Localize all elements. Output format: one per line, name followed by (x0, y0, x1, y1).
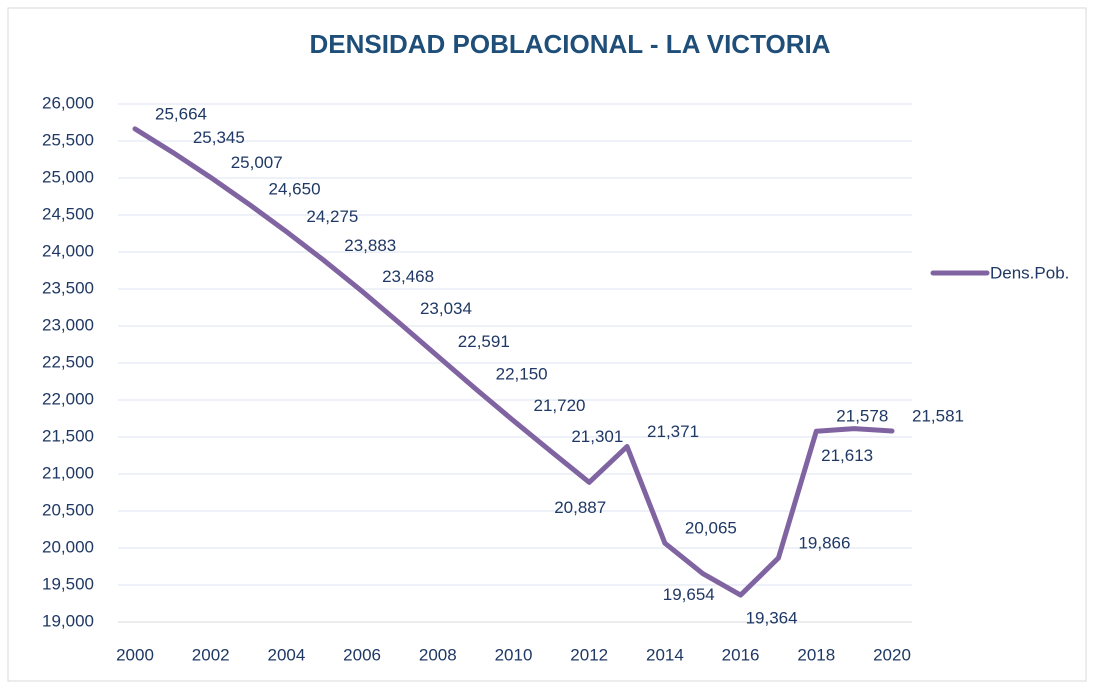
data-label: 25,345 (193, 128, 245, 147)
y-tick-label: 21,500 (42, 426, 94, 445)
y-tick-label: 20,500 (42, 500, 94, 519)
x-tick-label: 2018 (797, 645, 835, 664)
y-tick-label: 23,500 (42, 278, 94, 297)
y-tick-label: 19,000 (42, 611, 94, 630)
data-label: 19,364 (746, 609, 798, 628)
y-tick-label: 20,000 (42, 537, 94, 556)
y-tick-label: 24,000 (42, 241, 94, 260)
data-label: 21,581 (912, 406, 964, 425)
y-tick-label: 26,000 (42, 93, 94, 112)
x-tick-label: 2016 (722, 645, 760, 664)
data-label: 23,468 (382, 267, 434, 286)
y-tick-label: 25,500 (42, 130, 94, 149)
data-label: 24,650 (269, 179, 321, 198)
y-tick-label: 19,500 (42, 574, 94, 593)
data-label: 19,654 (663, 585, 715, 604)
y-tick-label: 22,500 (42, 352, 94, 371)
x-tick-label: 2010 (495, 645, 533, 664)
x-tick-label: 2008 (419, 645, 457, 664)
data-label: 20,887 (554, 498, 606, 517)
x-tick-label: 2012 (570, 645, 608, 664)
data-label: 23,034 (420, 299, 472, 318)
y-tick-label: 21,000 (42, 463, 94, 482)
y-tick-label: 25,000 (42, 167, 94, 186)
data-label: 23,883 (344, 236, 396, 255)
data-label: 25,007 (231, 153, 283, 172)
data-label: 21,578 (836, 407, 888, 426)
y-tick-label: 22,000 (42, 389, 94, 408)
x-tick-label: 2006 (343, 645, 381, 664)
y-tick-label: 24,500 (42, 204, 94, 223)
data-label: 22,150 (496, 364, 548, 383)
line (132, 126, 895, 598)
data-label: 24,275 (306, 207, 358, 226)
x-tick-label: 2020 (873, 645, 911, 664)
x-tick-label: 2004 (267, 645, 305, 664)
data-label: 25,664 (155, 104, 207, 123)
data-label: 19,866 (798, 533, 850, 552)
legend-label: Dens.Pob. (990, 263, 1069, 282)
data-label: 21,301 (571, 427, 623, 446)
x-tick-label: 2000 (116, 645, 154, 664)
y-tick-label: 23,000 (42, 315, 94, 334)
data-label: 20,065 (685, 519, 737, 538)
chart-border (7, 7, 1087, 682)
x-tick-label: 2002 (192, 645, 230, 664)
data-label: 21,371 (647, 422, 699, 441)
data-label: 21,720 (534, 396, 586, 415)
data-label: 21,613 (821, 446, 873, 465)
data-label: 22,591 (458, 332, 510, 351)
x-tick-label: 2014 (646, 645, 684, 664)
chart-title: DENSIDAD POBLACIONAL - LA VICTORIA (310, 29, 831, 59)
